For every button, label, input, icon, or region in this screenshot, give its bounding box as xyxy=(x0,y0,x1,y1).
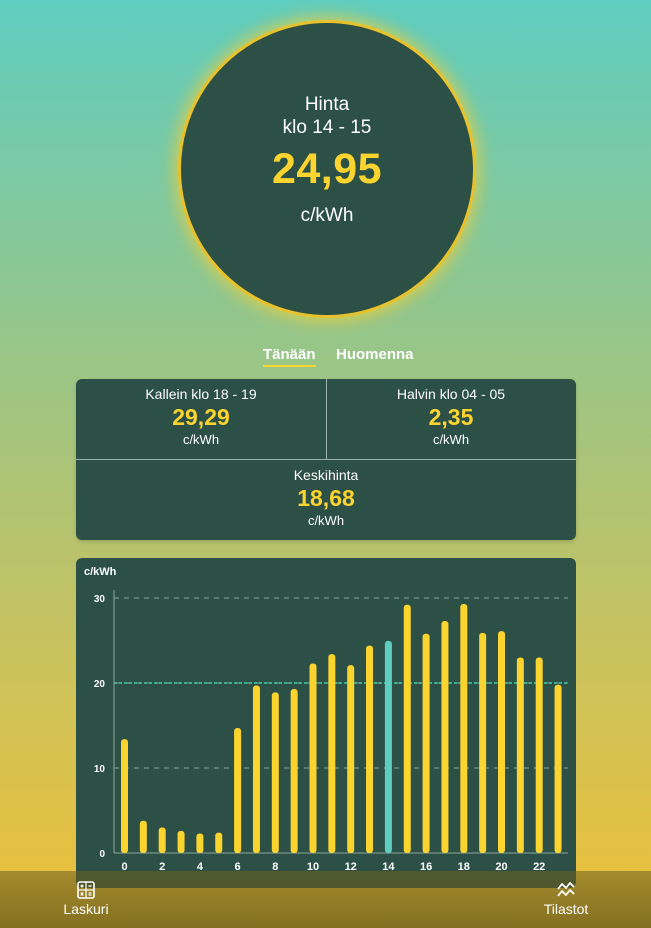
lowest-price-label: Halvin klo 04 - 05 xyxy=(396,386,506,402)
chart-bar xyxy=(234,728,242,853)
chart-bar xyxy=(196,833,204,853)
calculator-icon xyxy=(77,881,95,899)
current-price-title: Hinta klo 14 - 15 xyxy=(181,93,473,139)
average-price-label: Keskihinta xyxy=(293,467,359,483)
lowest-price-unit: c/kWh xyxy=(432,432,470,447)
average-price-value: 18,68 xyxy=(297,485,355,511)
chart-bar xyxy=(422,633,430,853)
chart-y-tick-label: 20 xyxy=(94,679,106,690)
chart-x-tick-label: 14 xyxy=(382,861,395,873)
stats-icon xyxy=(557,882,575,897)
chart-x-tick-label: 20 xyxy=(495,861,507,873)
average-price-stat: Keskihinta 18,68 c/kWh xyxy=(76,467,576,529)
chart-bar xyxy=(290,688,298,853)
chart-bar xyxy=(554,684,562,853)
chart-bar xyxy=(271,692,279,853)
chart-x-tick-label: 16 xyxy=(420,861,432,873)
stats-divider-vertical xyxy=(326,379,327,459)
lowest-price-stat: Halvin klo 04 - 05 2,35 c/kWh xyxy=(326,386,576,448)
current-price-circle: Hinta klo 14 - 15 24,95 c/kWh xyxy=(178,20,476,318)
chart-x-tick-label: 4 xyxy=(197,861,204,873)
current-price-unit: c/kWh xyxy=(300,205,354,226)
chart-y-tick-label: 0 xyxy=(99,849,105,860)
highest-price-stat: Kallein klo 18 - 19 29,29 c/kWh xyxy=(76,386,326,448)
chart-bar xyxy=(516,657,524,853)
chart-plot: 0 10 20 30 0 2 4 6 8 10 12 14 16 18 20 22 xyxy=(94,590,568,873)
chart-bar xyxy=(460,604,468,853)
tab-today[interactable]: Tänään xyxy=(263,346,316,367)
chart-bar xyxy=(121,739,128,853)
chart-x-tick-label: 18 xyxy=(458,861,470,873)
chart-bar xyxy=(158,827,166,853)
tab-tomorrow[interactable]: Huomenna xyxy=(336,346,414,363)
chart-y-tick-label: 30 xyxy=(94,594,106,605)
highest-price-unit: c/kWh xyxy=(182,432,220,447)
nav-stats[interactable]: Tilastot xyxy=(526,881,606,917)
chart-bar xyxy=(498,631,505,853)
chart-x-tick-label: 2 xyxy=(159,861,165,873)
hourly-price-chart: c/kWh 0 10 20 30 0 2 4 6 8 10 12 14 16 18 20 22 xyxy=(76,558,576,888)
chart-x-tick-label: 22 xyxy=(533,861,545,873)
chart-bar xyxy=(309,663,317,853)
chart-x-tick-label: 8 xyxy=(272,861,278,873)
current-price-value: 24,95 xyxy=(271,145,383,193)
chart-bar xyxy=(403,604,411,853)
nav-calculator[interactable]: Laskuri xyxy=(46,881,126,917)
chart-bar xyxy=(177,830,185,853)
nav-calculator-label: Laskuri xyxy=(63,901,109,917)
average-price-unit: c/kWh xyxy=(307,513,345,528)
chart-bar xyxy=(441,620,449,853)
chart-x-tick-label: 12 xyxy=(345,861,357,873)
chart-bar xyxy=(139,820,147,853)
chart-bar xyxy=(366,645,374,853)
chart-x-tick-label: 10 xyxy=(307,861,319,873)
nav-stats-label: Tilastot xyxy=(543,901,589,917)
stats-divider-horizontal xyxy=(76,459,576,460)
chart-y-tick-label: 10 xyxy=(94,764,106,775)
chart-bar xyxy=(215,832,223,853)
lowest-price-value: 2,35 xyxy=(428,404,474,430)
day-tabs: Tänään Huomenna xyxy=(0,346,651,370)
current-price-label: Hinta xyxy=(304,94,350,115)
current-price-period: klo 14 - 15 xyxy=(282,117,372,138)
price-stats-card: Kallein klo 18 - 19 29,29 c/kWh Halvin k… xyxy=(76,379,576,540)
chart-bar xyxy=(347,665,355,853)
chart-bar xyxy=(479,632,487,853)
chart-bar xyxy=(252,685,260,853)
chart-bar xyxy=(328,654,336,853)
bottom-navigation: Laskuri Tilastot xyxy=(0,871,651,928)
chart-x-tick-label: 0 xyxy=(121,861,127,873)
chart-bar xyxy=(535,657,543,853)
highest-price-label: Kallein klo 18 - 19 xyxy=(145,386,257,402)
chart-y-axis-label: c/kWh xyxy=(84,566,117,578)
chart-bar-current xyxy=(384,640,392,853)
highest-price-value: 29,29 xyxy=(172,404,230,430)
chart-x-tick-label: 6 xyxy=(235,861,241,873)
